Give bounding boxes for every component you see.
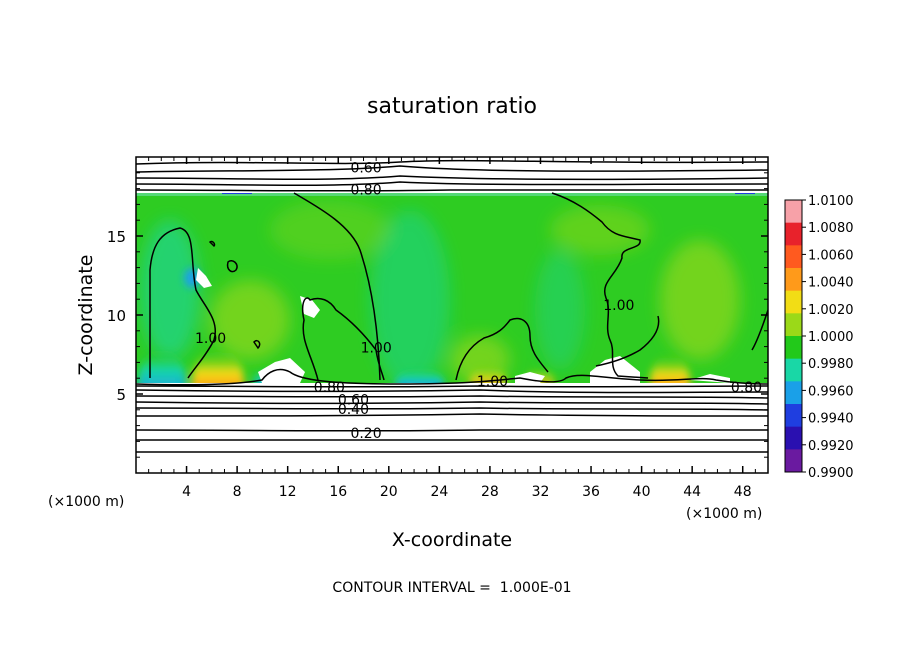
colorbar-label: 1.0100: [808, 194, 854, 209]
x-unit-left: (×1000 m): [48, 494, 124, 510]
cool-bump: [184, 268, 200, 288]
x-tick-label: 12: [279, 484, 297, 500]
warm-bump: [470, 365, 506, 383]
x-tick-label: 4: [182, 484, 191, 500]
x-tick-label: 24: [430, 484, 448, 500]
cool-bump: [396, 369, 444, 383]
heatmap-field: [136, 157, 768, 473]
y-axis-label: Z-coordinate: [75, 255, 97, 376]
colorbar-swatch: [785, 381, 802, 405]
colorbar-label: 1.0000: [808, 330, 854, 345]
colorbar-label: 0.9960: [808, 384, 854, 399]
colorbar-label: 1.0060: [808, 248, 854, 263]
colorbar-swatch: [785, 358, 802, 382]
contour-labels: 0.600.801.001.001.001.000.800.600.400.20…: [195, 160, 762, 442]
x-tick-label: 16: [329, 484, 347, 500]
colorbar-swatch: [785, 268, 802, 292]
colorbar-swatch: [785, 290, 802, 314]
y-tick-label: 5: [116, 386, 126, 404]
x-tick-label: 20: [380, 484, 398, 500]
contour-lines: [136, 159, 768, 453]
chart-title: saturation ratio: [367, 94, 537, 119]
x-tick-label: 28: [481, 484, 499, 500]
x-unit-right: (×1000 m): [686, 506, 762, 522]
contour-label: 1.00: [477, 374, 508, 390]
colorbar-swatch: [785, 426, 802, 450]
colorbar-label: 1.0080: [808, 221, 854, 236]
colorbar-swatch: [785, 245, 802, 269]
contour-label: 0.80: [350, 183, 381, 199]
colorbar-swatch: [785, 449, 802, 473]
colorbar-label: 0.9900: [808, 466, 854, 481]
contour-label: 0.60: [350, 160, 381, 176]
colorbar-swatch: [785, 336, 802, 360]
contour-label: 1.00: [603, 298, 634, 314]
warm-bump: [650, 353, 690, 383]
x-tick-label: 44: [683, 484, 701, 500]
clear-air-patches: [196, 268, 730, 383]
colorbar-label: 1.0040: [808, 276, 854, 291]
x-tick-label: 32: [532, 484, 550, 500]
colorbar-label: 0.9920: [808, 439, 854, 454]
contour-label: 0.40: [338, 402, 369, 418]
contour-label: 0.80: [731, 380, 762, 396]
colorbar-label: 0.9980: [808, 357, 854, 372]
x-tick-label: 40: [633, 484, 651, 500]
contour-label: 0.60: [338, 393, 369, 409]
x-axis-label: X-coordinate: [392, 529, 512, 551]
colorbar-swatch: [785, 404, 802, 428]
x-tick-label: 8: [233, 484, 242, 500]
colorbar-swatch: [785, 200, 802, 224]
contour-label: 0.20: [350, 426, 381, 442]
colorbar-label: 0.9940: [808, 412, 854, 427]
colorbar: 1.0100 1.0080 1.0060 1.0040 1.0020 1.0000 0.99…: [784, 194, 854, 481]
x-tick-label: 48: [734, 484, 752, 500]
contour-label: 0.80: [314, 380, 345, 396]
y-tick-label: 10: [107, 307, 126, 325]
y-axis: 5 10 15: [107, 172, 768, 458]
contour-label: 1.00: [195, 331, 226, 347]
contour-interval-note: CONTOUR INTERVAL = 1.000E-01: [332, 580, 571, 596]
colorbar-swatch: [785, 313, 802, 337]
x-tick-label: 36: [582, 484, 600, 500]
x-axis: 4 8 12 16 20 24 28 32 36 40 44 48: [148, 157, 756, 500]
colorbar-swatch: [785, 222, 802, 246]
contour-label: 1.00: [361, 341, 392, 357]
y-tick-label: 15: [107, 228, 126, 246]
colorbar-label: 1.0020: [808, 303, 854, 318]
